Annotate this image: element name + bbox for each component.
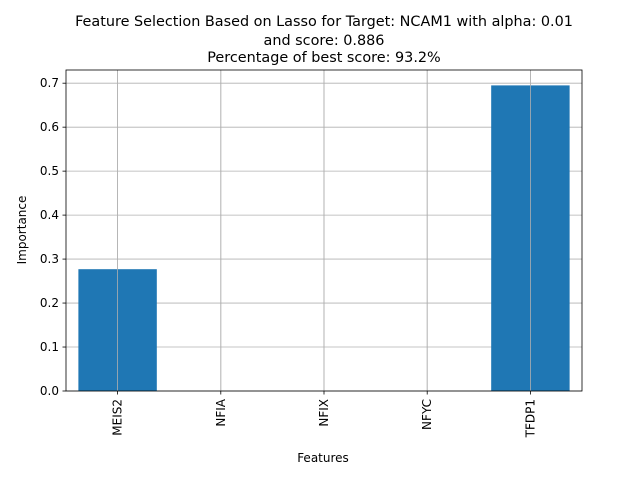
y-tick-label: 0.1 — [40, 340, 59, 354]
chart-title-line: and score: 0.886 — [264, 33, 385, 49]
x-tick-label: TFDP1 — [523, 399, 537, 438]
x-axis-ticks: MEIS2 NFIA NFIX NFYC TFDP1 — [111, 391, 537, 438]
x-axis-label: Features — [297, 451, 349, 465]
x-tick-label: NFIA — [214, 398, 228, 426]
x-tick-label: MEIS2 — [111, 399, 125, 436]
chart-title: Feature Selection Based on Lasso for Tar… — [75, 14, 573, 66]
chart-title-line: Percentage of best score: 93.2% — [207, 50, 440, 66]
y-tick-label: 0.2 — [40, 296, 59, 310]
y-tick-label: 0.7 — [40, 76, 59, 90]
bars — [78, 70, 570, 391]
y-tick-label: 0.0 — [40, 384, 59, 398]
y-tick-label: 0.3 — [40, 252, 59, 266]
y-tick-label: 0.6 — [40, 120, 59, 134]
chart-title-line: Feature Selection Based on Lasso for Tar… — [75, 14, 573, 30]
x-tick-label: NFIX — [317, 399, 331, 427]
y-tick-label: 0.4 — [40, 208, 59, 222]
y-axis-ticks: 0.0 0.1 0.2 0.3 0.4 0.5 0.6 0.7 — [40, 76, 66, 398]
y-axis-label: Importance — [15, 196, 29, 265]
x-tick-label: NFYC — [420, 399, 434, 430]
y-tick-label: 0.5 — [40, 164, 59, 178]
